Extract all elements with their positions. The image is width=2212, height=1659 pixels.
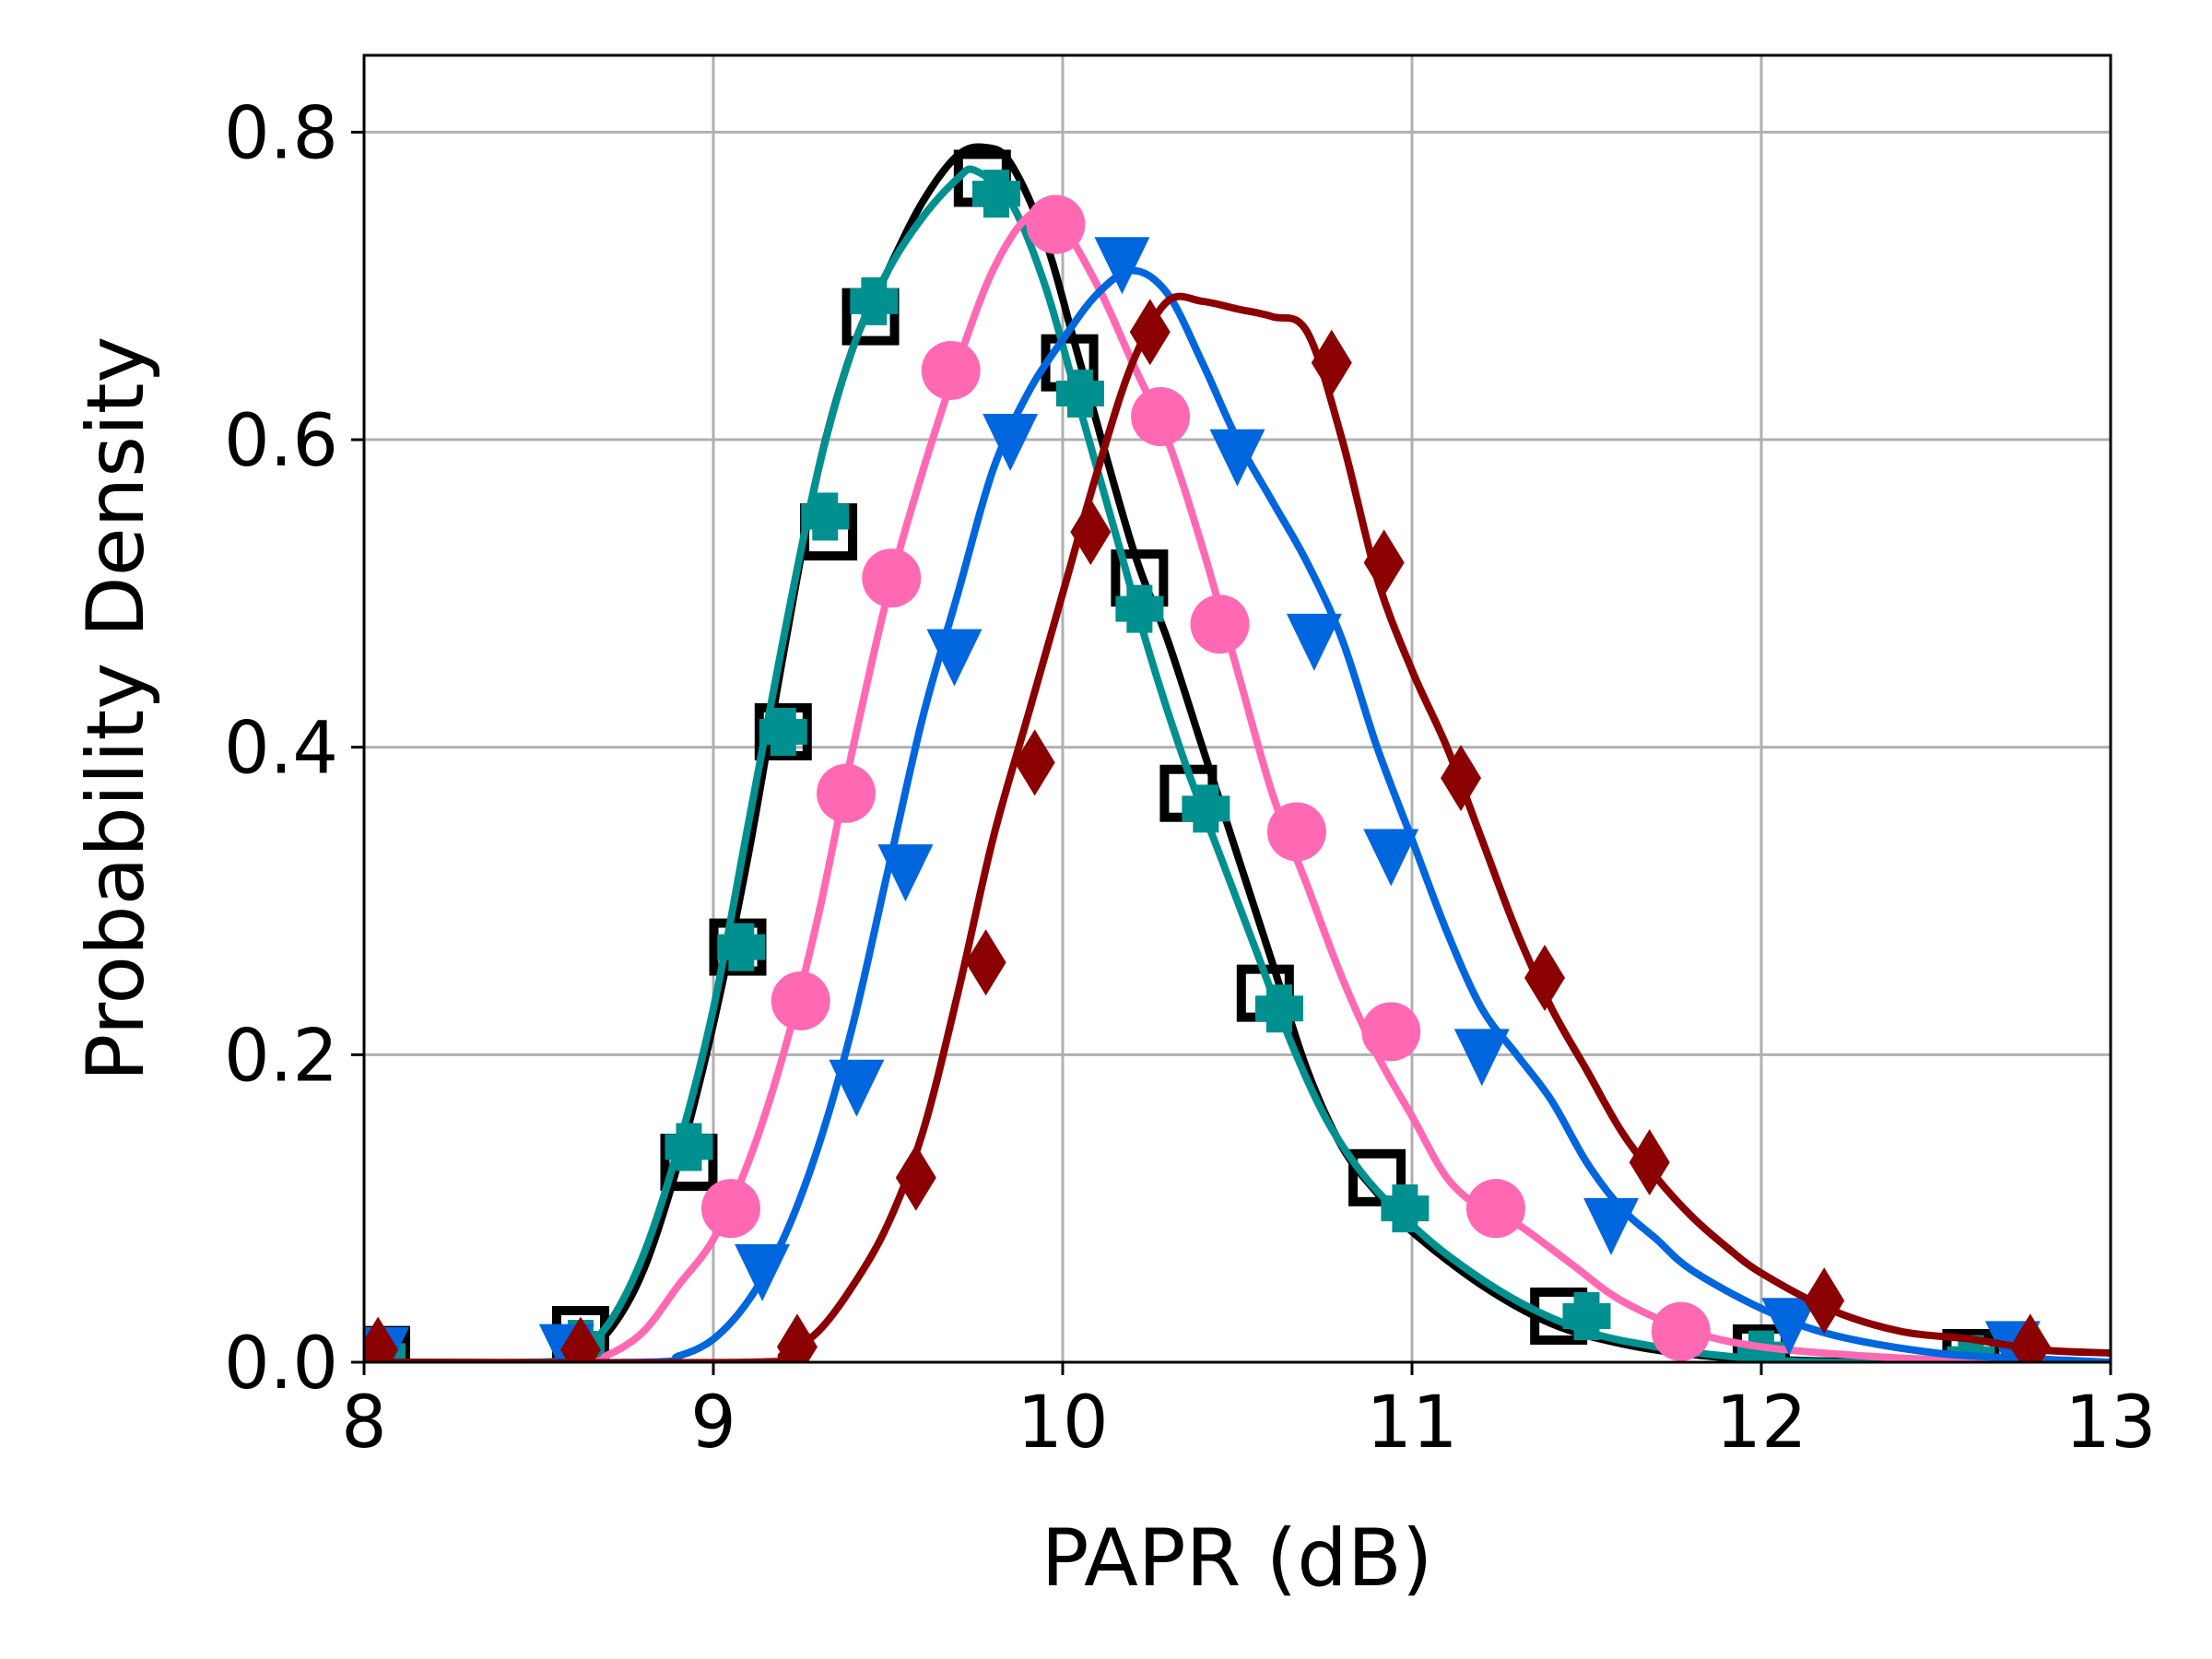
series-2-line: [364, 205, 2111, 1362]
series-4-line: [364, 292, 2111, 1362]
x-tick-label: 13: [2065, 1382, 2156, 1465]
series-4-marker: [364, 1316, 399, 1362]
series-4-marker: [1524, 944, 1566, 1011]
series-3-marker: [1583, 1197, 1640, 1255]
series-3-marker: [1363, 829, 1419, 887]
series-1-line: [364, 165, 2111, 1362]
series-1-marker: [665, 1123, 713, 1171]
series-3-marker: [926, 629, 982, 687]
y-tick-label: 0.8: [224, 92, 338, 175]
series-0: [364, 143, 2111, 1362]
series-3-marker: [1453, 1029, 1510, 1087]
series-4-marker: [895, 1144, 936, 1211]
series-0-marker: [1348, 1148, 1406, 1206]
series-3-marker: [1209, 429, 1265, 487]
series-3-marker: [1286, 613, 1342, 671]
x-tick-label: 8: [341, 1382, 387, 1465]
series-2-marker: [771, 971, 830, 1030]
series-2-marker: [1190, 594, 1250, 654]
y-tick-label: 0.2: [224, 1015, 338, 1098]
series-1-marker: [1055, 370, 1104, 418]
series-1-marker: [1115, 584, 1164, 633]
series-2-marker: [700, 1179, 760, 1239]
x-tick-label: 11: [1366, 1382, 1457, 1465]
series-1-marker: [1182, 784, 1230, 833]
series-4-marker: [1070, 499, 1112, 566]
series-4-marker: [1804, 1267, 1845, 1335]
series-4-marker: [2009, 1313, 2051, 1362]
series-4-marker: [965, 929, 1006, 996]
series-2-marker: [1465, 1179, 1525, 1239]
series-2: [364, 194, 2111, 1362]
series-1-marker: [1254, 984, 1303, 1033]
series-1-marker: [801, 492, 850, 541]
series-3: [364, 237, 2111, 1362]
series-3-marker: [877, 844, 934, 902]
series-3-marker: [1761, 1298, 1818, 1356]
x-axis-label: PAPR (dB): [1041, 1512, 1433, 1605]
series-2-marker: [817, 763, 877, 823]
series-1: [364, 165, 2111, 1362]
series-3-marker: [1094, 237, 1150, 295]
ticks: 8 9 10 11 12 13 0.0 0.2 0.4 0.6 0.8: [224, 92, 2157, 1465]
y-axis-label: Probability Density: [70, 336, 162, 1082]
series-4-marker: [1629, 1129, 1670, 1196]
series-4-marker: [1129, 299, 1171, 366]
series-2-marker: [1026, 194, 1086, 254]
series-4-marker: [559, 1316, 601, 1362]
series-2-marker: [1651, 1301, 1711, 1361]
series-2-marker: [1266, 802, 1326, 862]
x-tick-label: 10: [1017, 1382, 1108, 1465]
series-4-marker: [1363, 529, 1405, 596]
series-4-marker: [1311, 329, 1352, 396]
y-tick-label: 0.0: [224, 1323, 338, 1406]
series-1-marker: [971, 170, 1020, 218]
series-1-marker: [850, 276, 899, 325]
series-2-marker: [1361, 1002, 1421, 1062]
series-0-line: [364, 143, 2111, 1362]
plot-frame: [362, 53, 2112, 1364]
series-4-marker: [776, 1313, 818, 1362]
series-2-marker: [862, 548, 922, 608]
series-1-marker: [1562, 1291, 1611, 1340]
series-1-marker: [717, 923, 766, 971]
y-tick-label: 0.4: [224, 708, 338, 791]
series-4-marker: [1441, 745, 1482, 812]
series-1-marker: [1381, 1184, 1430, 1233]
series-2-marker: [921, 340, 981, 400]
x-tick-label: 12: [1715, 1382, 1806, 1465]
series-2-marker: [1131, 387, 1191, 447]
series-1-marker: [759, 708, 807, 757]
y-tick-label: 0.6: [224, 400, 338, 483]
series-3-marker: [735, 1243, 791, 1301]
series-3-marker: [982, 414, 1039, 472]
series-3-line: [364, 266, 2111, 1362]
series-4: [364, 292, 2111, 1362]
series-layer: [364, 143, 2111, 1362]
x-tick-label: 9: [690, 1382, 736, 1465]
series-4-marker: [1014, 729, 1055, 796]
series-3-marker: [829, 1059, 885, 1117]
grid: [362, 55, 2112, 1364]
